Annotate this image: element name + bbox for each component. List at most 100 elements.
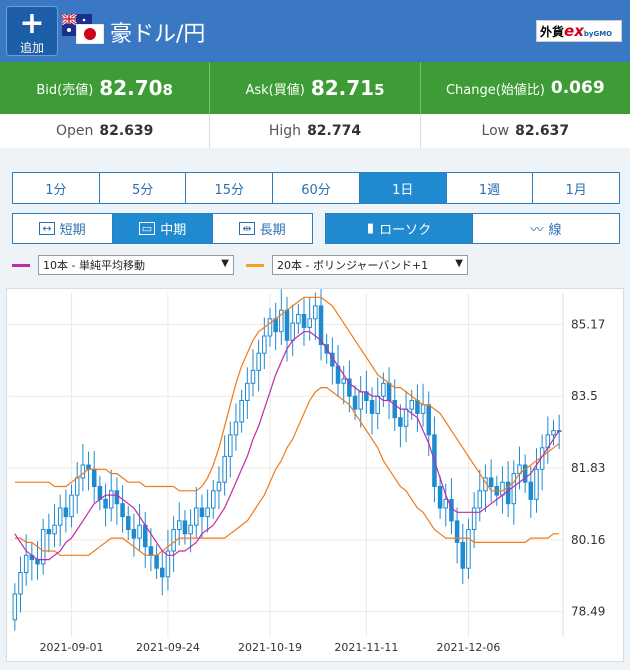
- x-tick-label: 2021-09-01: [40, 641, 104, 654]
- tab-term-mid[interactable]: ▭ 中期: [113, 214, 213, 243]
- candle-body: [216, 481, 222, 492]
- candle-body: [449, 498, 454, 522]
- candle-body: [522, 464, 528, 483]
- moving-average-line: [14, 331, 560, 561]
- candle-body: [103, 498, 108, 509]
- x-tick-label: 2021-10-19: [238, 641, 302, 654]
- high-stat: High 82.774: [210, 114, 421, 148]
- y-tick-label: 83.5: [571, 389, 598, 403]
- bid-label: Bid(売値): [36, 82, 94, 98]
- add-button[interactable]: + 追加: [6, 6, 58, 56]
- candle-body: [199, 507, 205, 518]
- candle-body: [108, 490, 114, 509]
- tab-term-long[interactable]: ⇹ 長期: [213, 214, 312, 243]
- term-tabs: ↔ 短期 ▭ 中期 ⇹ 長期: [12, 213, 313, 244]
- candle-body: [284, 309, 290, 341]
- tab-period-1w[interactable]: 1週: [447, 173, 534, 203]
- candle-body: [454, 520, 460, 543]
- candle-body: [471, 507, 477, 530]
- period-tabs: 1分 5分 15分 60分 1日 1週 1月: [12, 172, 620, 204]
- candle-body: [120, 503, 125, 518]
- ask-value: 82.715: [310, 76, 385, 100]
- line-chart-icon: 〰: [530, 223, 544, 238]
- tab-period-1d[interactable]: 1日: [359, 173, 447, 203]
- chart-svg: 85.17 83.5 81.83 80.16 78.49 2021-09-01 2021-0…: [9, 287, 605, 654]
- candle-body: [511, 473, 517, 505]
- candle-body: [57, 507, 63, 526]
- candle-body: [18, 572, 23, 595]
- candle-body: [466, 529, 471, 569]
- arrows-expand-icon: ⇹: [239, 222, 255, 235]
- candle-body: [301, 314, 307, 328]
- candle-body: [488, 477, 494, 487]
- candle-body: [142, 524, 148, 548]
- bb-select[interactable]: 20本 - ボリンジャーバンド+1 ▼: [272, 255, 468, 275]
- tab-period-15m[interactable]: 15分: [186, 173, 274, 203]
- candle-body: [160, 567, 165, 578]
- candle-body: [131, 529, 137, 539]
- candle-body: [114, 490, 120, 505]
- candle-body: [211, 490, 216, 509]
- chevron-down-icon: ▼: [221, 258, 229, 269]
- brand-logo: 外貨exbyGMO: [536, 20, 622, 42]
- candle-body: [182, 520, 188, 535]
- ma-select[interactable]: 10本 - 単純平均移動 ▼: [38, 255, 234, 275]
- candle-body: [477, 490, 483, 509]
- candle-body: [352, 395, 358, 410]
- candle-body: [420, 404, 426, 414]
- change-label: Change(始値比): [445, 82, 545, 98]
- candle-body: [341, 378, 346, 384]
- candle-body: [386, 382, 392, 402]
- ma-color-swatch: [12, 263, 30, 267]
- candle-body: [528, 481, 534, 500]
- indicator-selectors: 10本 - 単純平均移動 ▼ 20本 - ボリンジャーバンド+1 ▼: [12, 255, 620, 275]
- y-tick-label: 78.49: [571, 605, 605, 619]
- app-header: + 追加 豪ドル/円 外貨exbyGMO: [0, 0, 630, 62]
- logo-main-text: 外貨: [540, 25, 565, 39]
- open-stat: Open 82.639: [0, 114, 211, 148]
- candle-body: [12, 593, 18, 621]
- tab-period-5m[interactable]: 5分: [100, 173, 187, 203]
- add-button-label: 追加: [19, 41, 44, 55]
- candle-body: [35, 559, 40, 565]
- tab-term-short[interactable]: ↔ 短期: [13, 214, 113, 243]
- candle-body: [165, 550, 171, 578]
- candle-body: [245, 382, 250, 402]
- candle-body: [171, 529, 176, 552]
- candle-body: [500, 481, 505, 496]
- candle-body: [307, 318, 312, 328]
- chart-type-tabs: ▮ ローソク 〰線: [325, 213, 620, 244]
- candle-body: [46, 529, 52, 535]
- chevron-down-icon: ▼: [455, 258, 463, 269]
- price-chart[interactable]: 85.17 83.5 81.83 80.16 78.49 2021-09-01 2021-0…: [6, 287, 624, 662]
- candle-body: [279, 309, 284, 333]
- candle-body: [256, 352, 261, 371]
- candle-body: [358, 391, 363, 410]
- x-tick-label: 2021-11-11: [334, 641, 398, 654]
- logo-sub-text: byGMO: [583, 30, 613, 38]
- candle-body: [313, 305, 318, 320]
- currency-pair-title: 豪ドル/円: [110, 22, 206, 47]
- change-value: 0.069: [550, 78, 605, 98]
- candle-body: [437, 486, 443, 509]
- candlestick-icon: ▮: [366, 221, 375, 236]
- candle-body: [205, 507, 210, 518]
- candle-body: [137, 524, 142, 539]
- candle-body: [148, 546, 154, 556]
- candle-body: [177, 520, 182, 530]
- change-rate: Change(始値比) 0.069: [421, 62, 630, 114]
- candle-body: [125, 516, 131, 531]
- y-tick-label: 85.17: [571, 317, 605, 331]
- bb-color-swatch: [246, 263, 264, 267]
- tab-period-60m[interactable]: 60分: [273, 173, 360, 203]
- candle-body: [63, 507, 69, 518]
- candle-body: [443, 498, 449, 509]
- candle-body: [460, 541, 466, 569]
- candle-body: [97, 486, 103, 500]
- candle-body: [290, 322, 295, 341]
- tab-type-line[interactable]: 〰線: [473, 214, 619, 243]
- tab-period-1m[interactable]: 1分: [13, 173, 100, 203]
- tab-period-1mo[interactable]: 1月: [565, 182, 587, 198]
- tab-type-candlestick[interactable]: ▮ ローソク: [326, 214, 473, 243]
- y-tick-label: 81.83: [571, 461, 605, 475]
